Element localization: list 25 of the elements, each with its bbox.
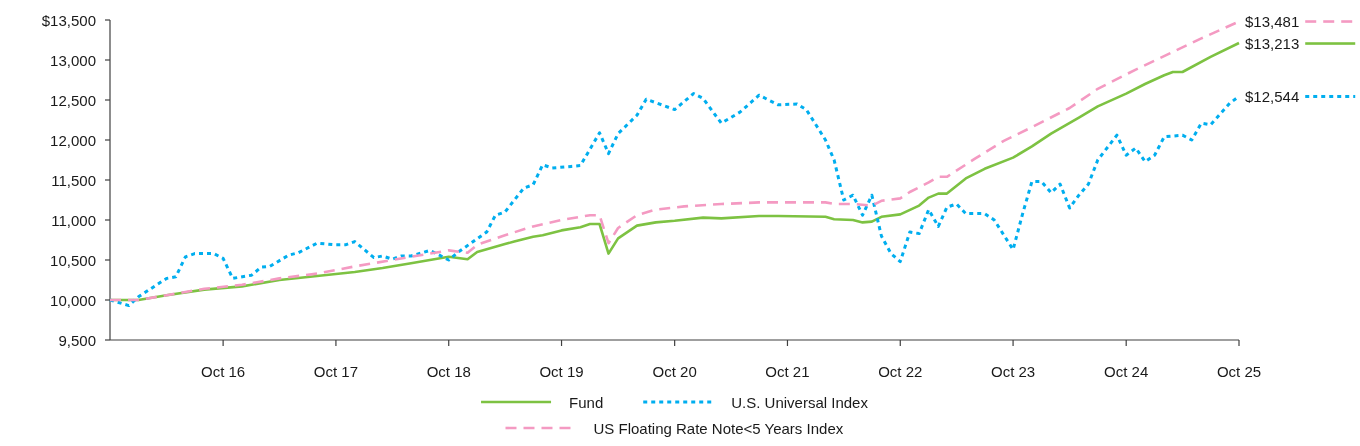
data-label: $12,544 <box>1245 87 1300 105</box>
x-tick-label: Oct 25 <box>1216 362 1262 380</box>
data-label: $13,213 <box>1245 35 1300 53</box>
x-tick-label: Oct 22 <box>878 362 923 380</box>
y-tick-label: $13,500 <box>41 11 96 29</box>
x-tick-label: Oct 21 <box>765 362 810 380</box>
y-tick-label: 13,000 <box>50 51 96 69</box>
x-tick-label: Oct 20 <box>652 362 697 380</box>
y-tick-label: 10,000 <box>50 291 96 309</box>
x-tick-label: Oct 18 <box>426 362 471 380</box>
x-tick-label: Oct 24 <box>1104 362 1149 380</box>
y-tick-label: 10,500 <box>50 251 96 269</box>
data-label: $13,481 <box>1245 13 1300 31</box>
y-tick-label: 11,000 <box>51 211 96 229</box>
legend-label: U.S. Universal Index <box>731 393 869 411</box>
legend-label: US Floating Rate Note<5 Years Index <box>593 419 844 437</box>
x-tick-label: Oct 19 <box>539 362 584 380</box>
y-tick-label: 12,000 <box>50 131 96 149</box>
y-tick-label: 9,500 <box>58 331 96 349</box>
y-tick-label: 11,500 <box>51 171 96 189</box>
x-tick-label: Oct 23 <box>990 362 1036 380</box>
x-tick-label: Oct 17 <box>313 362 359 380</box>
y-tick-label: 12,500 <box>50 91 96 109</box>
x-tick-label: Oct 16 <box>201 362 246 380</box>
legend-label: Fund <box>569 393 604 411</box>
